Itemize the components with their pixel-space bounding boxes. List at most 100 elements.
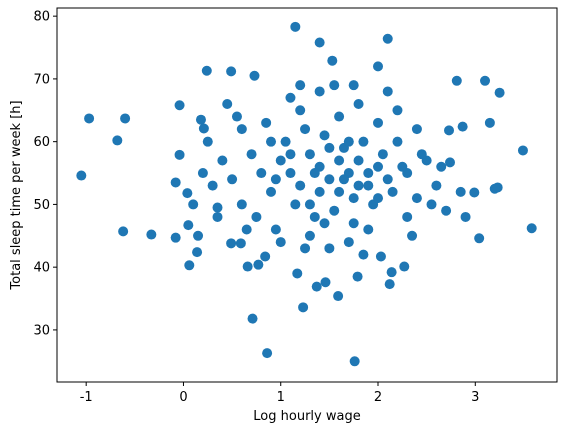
scatter-point <box>343 136 354 147</box>
scatter-point <box>295 80 306 91</box>
scatter-point <box>363 224 374 235</box>
y-tick-label: 80 <box>33 10 50 25</box>
y-tick-label: 70 <box>33 72 50 87</box>
scatter-point <box>292 268 303 279</box>
scatter-point <box>387 186 398 197</box>
scatter-point <box>249 70 260 81</box>
scatter-point <box>262 348 273 359</box>
scatter-point <box>329 205 340 216</box>
scatter-point <box>353 180 364 191</box>
scatter-point <box>441 205 452 216</box>
scatter-point <box>319 218 330 229</box>
scatter-point <box>526 223 537 234</box>
scatter-point <box>118 226 129 237</box>
scatter-point <box>363 168 374 179</box>
scatter-point <box>120 113 131 124</box>
scatter-point <box>455 186 466 197</box>
scatter-point <box>304 149 315 160</box>
scatter-point <box>298 302 309 313</box>
scatter-point <box>358 136 369 147</box>
scatter-point <box>226 66 237 77</box>
scatter-point <box>373 161 384 172</box>
scatter-point <box>235 238 246 249</box>
scatter-point <box>253 259 264 270</box>
scatter-point <box>247 313 258 324</box>
scatter-point <box>319 130 330 141</box>
scatter-point <box>198 123 209 134</box>
scatter-point <box>338 174 349 185</box>
scatter-point <box>300 243 311 254</box>
scatter-point <box>207 180 218 191</box>
scatter-point <box>382 86 393 97</box>
scatter-point <box>397 161 408 172</box>
scatter-point <box>353 155 364 166</box>
scatter-point <box>377 149 388 160</box>
scatter-point <box>407 230 418 241</box>
scatter-point <box>334 155 345 166</box>
scatter-point <box>222 99 233 110</box>
scatter-point <box>474 233 485 244</box>
scatter-point <box>469 187 480 198</box>
scatter-point <box>76 170 87 181</box>
scatter-point <box>480 75 491 86</box>
scatter-point <box>402 211 413 222</box>
scatter-point <box>311 281 322 292</box>
scatter-point <box>431 180 442 191</box>
scatter-point <box>392 136 403 147</box>
scatter-point <box>195 114 206 125</box>
scatter-point <box>314 186 325 197</box>
y-tick-label: 60 <box>33 135 50 150</box>
scatter-point <box>193 230 204 241</box>
scatter-point <box>184 260 195 271</box>
scatter-point <box>285 149 296 160</box>
scatter-point <box>494 87 505 98</box>
scatter-point <box>197 168 208 179</box>
scatter-point <box>256 168 267 179</box>
scatter-point <box>170 177 181 188</box>
scatter-point <box>212 211 223 222</box>
scatter-point <box>266 136 277 147</box>
y-tick-label: 30 <box>33 323 50 338</box>
scatter-point <box>246 149 257 160</box>
scatter-point <box>300 124 311 135</box>
scatter-point <box>261 117 272 128</box>
scatter-point <box>375 251 386 262</box>
scatter-point <box>192 247 203 258</box>
scatter-point <box>373 193 384 204</box>
scatter-point <box>275 237 286 248</box>
scatter-point <box>290 21 301 32</box>
scatter-point <box>170 232 181 243</box>
scatter-point <box>236 124 247 135</box>
plot-frame <box>56 7 558 383</box>
scatter-point <box>174 100 185 111</box>
scatter-point <box>384 279 395 290</box>
scatter-point <box>436 161 447 172</box>
scatter-point <box>416 149 427 160</box>
scatter-point <box>334 186 345 197</box>
scatter-point <box>451 75 462 86</box>
scatter-point <box>324 243 335 254</box>
scatter-point <box>314 86 325 97</box>
scatter-point <box>285 168 296 179</box>
scatter-point <box>275 155 286 166</box>
scatter-point <box>242 261 253 272</box>
scatter-point <box>444 125 455 136</box>
scatter-point <box>457 121 468 132</box>
scatter-point <box>386 267 397 278</box>
scatter-point <box>266 186 277 197</box>
scatter-point <box>212 202 223 213</box>
scatter-point <box>304 199 315 210</box>
scatter-point <box>285 92 296 103</box>
scatter-point <box>399 261 410 272</box>
scatter-point <box>241 224 252 235</box>
scatter-point <box>484 117 495 128</box>
scatter-point <box>270 174 281 185</box>
scatter-point <box>349 356 360 367</box>
scatter-point <box>304 230 315 241</box>
scatter-point <box>295 180 306 191</box>
scatter-point <box>320 277 331 288</box>
x-axis-label: Log hourly wage <box>253 409 360 424</box>
scatter-point <box>324 174 335 185</box>
scatter-point <box>426 199 437 210</box>
scatter-point <box>227 174 238 185</box>
